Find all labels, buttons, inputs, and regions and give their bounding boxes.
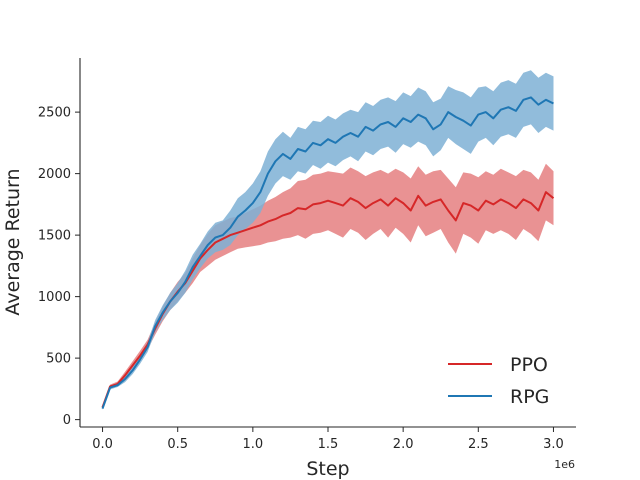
x-ticks: 0.0 0.5 1.0 1.5 2.0 2.5 3.0 — [92, 427, 564, 452]
band-rpg — [102, 70, 554, 410]
x-axis-label: Step — [306, 458, 349, 480]
y-tick-label: 1500 — [38, 229, 71, 244]
y-tick-label: 500 — [46, 352, 71, 367]
x-tick-label: 1.0 — [243, 437, 264, 452]
x-tick-label: 0.5 — [167, 437, 188, 452]
legend-label-ppo: PPO — [510, 354, 548, 376]
x-tick-label: 0.0 — [92, 437, 113, 452]
band-ppo — [102, 163, 554, 409]
legend-label-rpg: RPG — [510, 386, 549, 408]
line-rpg — [101, 96, 554, 409]
x-tick-label: 2.0 — [393, 437, 414, 452]
x-tick-label: 2.5 — [468, 437, 489, 452]
y-axis-label: Average Return — [2, 168, 24, 315]
y-tick-label: 2000 — [38, 167, 71, 182]
legend: PPO RPG — [448, 354, 549, 408]
y-tick-label: 0 — [63, 413, 71, 428]
y-tick-label: 2500 — [38, 106, 71, 121]
y-tick-label: 1000 — [38, 290, 71, 305]
x-tick-label: 1.5 — [318, 437, 339, 452]
y-ticks: 0 500 1000 1500 2000 2500 — [38, 106, 80, 428]
x-tick-label: 3.0 — [543, 437, 564, 452]
confidence-bands — [102, 70, 554, 410]
series-lines — [101, 96, 555, 409]
x-offset-label: 1e6 — [554, 458, 575, 471]
